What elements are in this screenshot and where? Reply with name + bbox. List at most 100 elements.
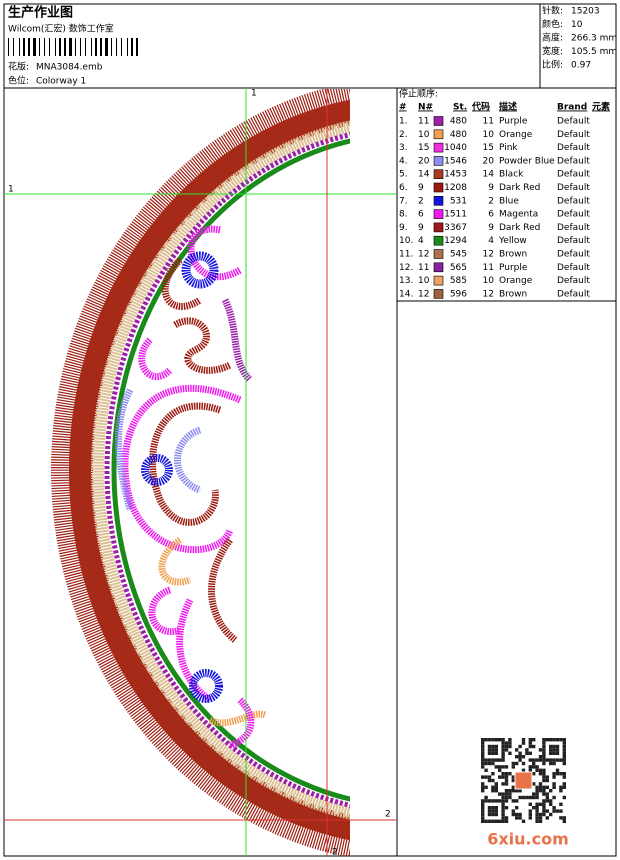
qr-module [521,819,526,823]
cell: 11. [399,250,413,260]
cell: Default [557,236,590,246]
qr-module [552,809,556,813]
qr-module [491,751,495,755]
qr-module [528,751,532,755]
cell: 11 [418,263,429,273]
qr-module [481,751,485,755]
qr-module [535,768,539,772]
qr-module [511,809,515,813]
cell: 585 [450,276,467,286]
qr-module [528,744,532,749]
qr-module [538,812,543,817]
qr-module [542,789,546,793]
swatch [433,182,444,193]
qr-module [511,761,515,766]
qr-module [521,768,526,772]
qr-module [494,765,498,769]
qr-module [494,785,498,789]
qr-module [535,758,539,762]
info-value: 15203 [571,7,600,17]
cell: 3367 [444,223,467,233]
qr-module [562,741,566,745]
cell: 15 [483,143,494,153]
qr-module [532,795,536,800]
qr-module [528,809,532,813]
bar [136,38,138,56]
bar [19,38,20,56]
qr-module [545,775,549,779]
cell: 9. [399,223,408,233]
qr-module [549,751,553,755]
cell: 10 [483,130,495,140]
qr-module [501,812,505,817]
qr-module [549,738,553,742]
qr-module [511,765,515,769]
qr-module [559,789,563,793]
qr-module [484,819,488,823]
cell: Black [499,170,524,180]
qr-module [532,782,536,786]
value: MNA3084.emb [36,63,103,73]
cell: 12 [418,289,429,299]
ornaments [114,225,267,749]
cell: Default [557,263,590,273]
qr-module [481,748,485,752]
qr-module [532,772,536,776]
qr-module [538,802,543,806]
qr-module [481,761,485,766]
cell: 9 [418,223,424,233]
bar [44,38,45,56]
cell: 545 [450,250,467,260]
qr-module [491,772,495,776]
qr-module [501,741,505,745]
qr-module [538,755,543,759]
guide-label: 1 [251,89,257,99]
qr-module [555,748,560,752]
guide-label: 1 [8,185,14,195]
qr-module [542,785,546,789]
qr-module [494,782,498,786]
qr-module [538,782,543,786]
qr-module [549,758,553,762]
qr-module [535,785,539,789]
bar [49,38,50,56]
info-value: 105.5 mm [571,47,617,57]
qr-module [542,812,546,817]
qr-module [528,816,532,820]
column-header: N# [418,103,433,113]
qr-module [521,741,526,745]
cell: Default [557,276,590,286]
qr-module [504,782,509,786]
qr-module [501,816,505,820]
qr-module [559,758,563,762]
bar [111,38,112,56]
qr-module [484,768,488,772]
info-value: 10 [571,20,583,30]
bar [13,38,14,56]
bar [64,38,66,56]
qr-module [501,819,505,823]
qr-module [559,809,563,813]
bar [91,38,92,56]
qr-module [484,758,488,762]
cell: Pink [499,143,518,153]
cell: 12 [418,250,429,260]
cell: Default [557,170,590,180]
qr-module [549,802,553,806]
qr-module [528,758,532,762]
swatch [433,196,444,206]
qr-module [549,748,553,752]
qr-module [552,785,556,789]
cell: 4. [399,156,408,166]
swatch [433,262,444,273]
qr-module [498,758,502,762]
qr-module [501,751,505,755]
bar [131,38,133,56]
qr-module [498,738,502,742]
qr-module [542,768,546,772]
fringe-base [69,99,350,841]
cell: 1040 [444,143,467,153]
qr-module [491,761,495,766]
info-label: 比例: [542,59,563,71]
qr-module [552,748,556,752]
